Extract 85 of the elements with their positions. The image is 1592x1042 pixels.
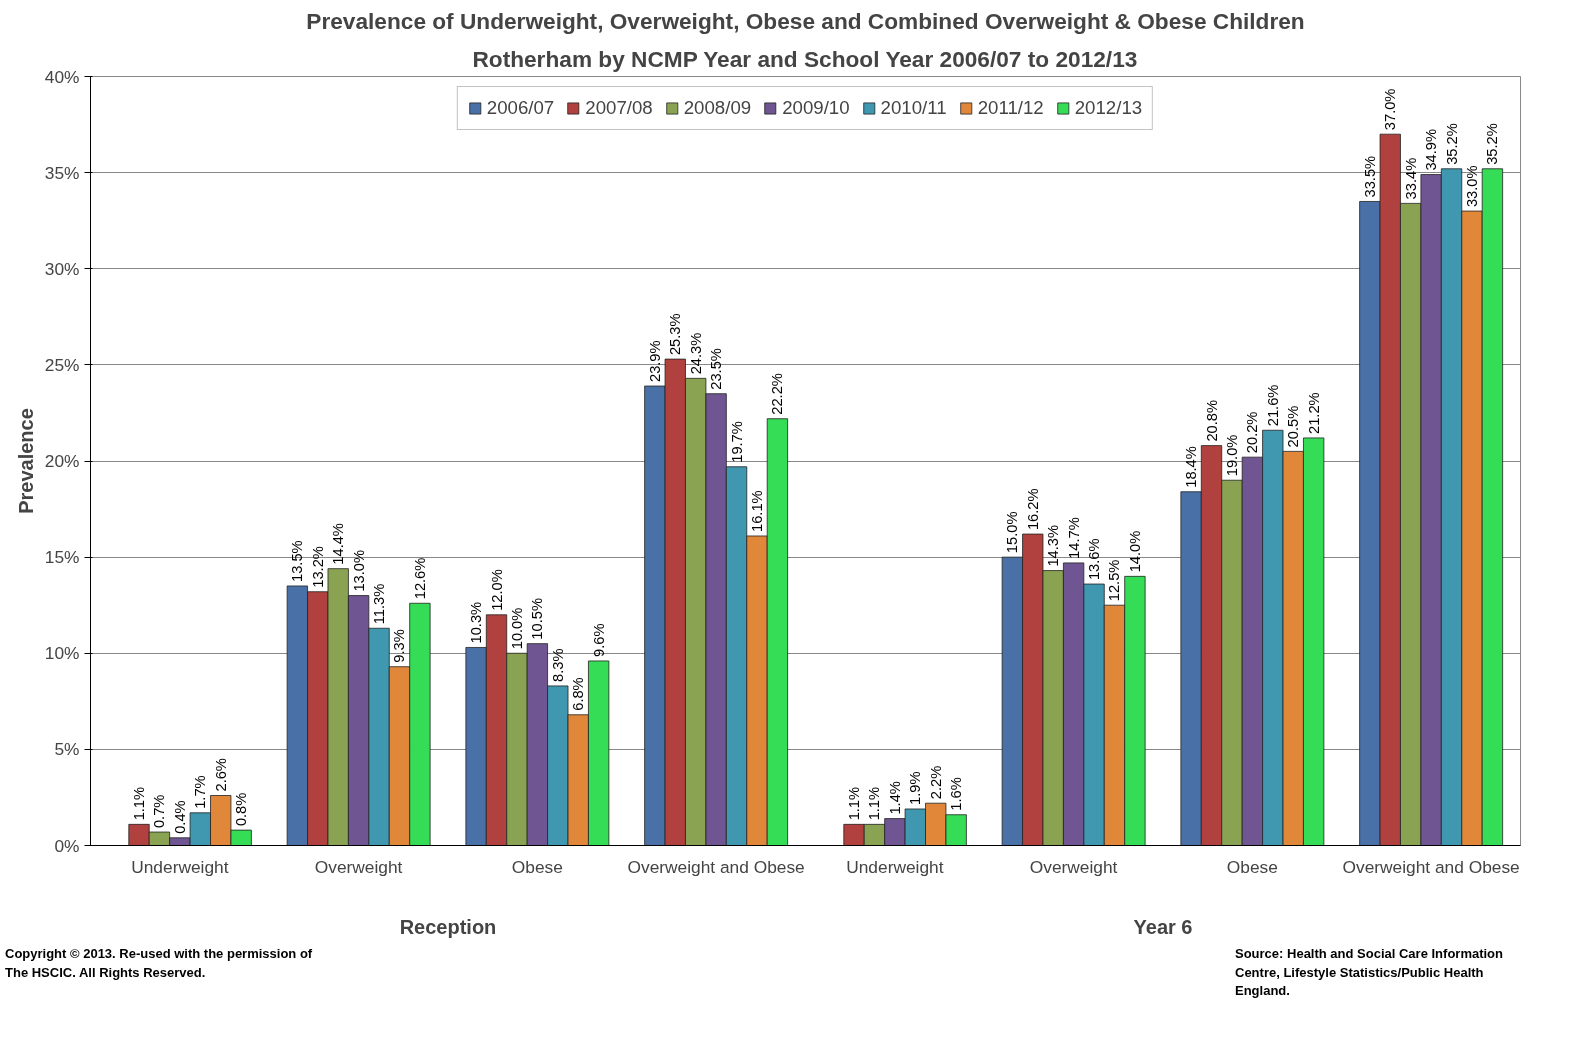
- data-label: 12.5%: [1106, 559, 1123, 602]
- data-label: 10.5%: [529, 598, 546, 640]
- data-label: 19.7%: [728, 421, 745, 463]
- data-label: 23.9%: [646, 340, 663, 383]
- data-label: 15.0%: [1004, 511, 1021, 554]
- legend-label: 2008/09: [683, 97, 752, 119]
- data-label: 0.8%: [233, 792, 250, 827]
- y-tick-label: 30%: [44, 258, 80, 279]
- data-label: 16.1%: [748, 490, 765, 532]
- data-label: 6.8%: [570, 677, 587, 711]
- data-label: 14.7%: [1065, 517, 1082, 559]
- y-tick-label: 25%: [44, 354, 80, 375]
- y-tick-label: 15%: [44, 547, 80, 568]
- data-label: 2.2%: [927, 765, 944, 800]
- data-label: 33.5%: [1361, 155, 1378, 198]
- y-tick-label: 10%: [44, 643, 80, 664]
- data-label: 35.2%: [1484, 123, 1501, 165]
- data-label: 11.3%: [371, 583, 388, 625]
- data-label: 13.6%: [1086, 538, 1103, 581]
- data-label: 14.4%: [330, 523, 347, 565]
- x-tick-label: Underweight: [131, 856, 229, 877]
- data-label: 13.0%: [350, 550, 367, 592]
- data-label: 1.6%: [948, 777, 965, 811]
- text: Copyright © 2013. Re-used with the permission of The HSCIC. All Rights Reserved.: [5, 945, 314, 982]
- data-label: 10.3%: [468, 601, 485, 644]
- chart-title: Prevalence of Underweight, Overweight, Obese and Combined Overweight & Obese Children: [306, 7, 1305, 34]
- data-label: 1.4%: [886, 781, 903, 815]
- data-label: 21.6%: [1264, 384, 1281, 427]
- data-label: 14.3%: [1045, 525, 1062, 567]
- x-tick-label: Overweight: [314, 856, 403, 877]
- data-label: 0.7%: [151, 794, 168, 829]
- x-tick-label: Overweight: [1029, 856, 1118, 877]
- data-label: 34.9%: [1423, 128, 1440, 171]
- x-tick-label: Overweight and Obese: [627, 856, 805, 877]
- legend-label: 2012/13: [1074, 97, 1143, 119]
- x-tick-label: Obese: [511, 856, 563, 877]
- data-label: 33.4%: [1402, 157, 1419, 200]
- data-label: 1.1%: [866, 786, 883, 821]
- data-label: 13.5%: [289, 540, 306, 582]
- source-note: Source: Health and Social Care Information Centre, Lifestyle Statistics/Public Health England.: [1235, 945, 1504, 1001]
- data-label: 22.2%: [769, 373, 786, 415]
- data-label: 8.3%: [549, 648, 566, 682]
- legend-label: 2010/11: [880, 97, 947, 119]
- text: Year 6: [1133, 915, 1193, 938]
- data-label: 33.0%: [1463, 165, 1480, 208]
- data-label: 19.0%: [1223, 434, 1240, 477]
- data-label: 24.3%: [687, 332, 704, 375]
- legend-label: 2009/10: [782, 97, 850, 119]
- y-tick-label: 20%: [44, 451, 80, 471]
- data-label: 0.4%: [171, 800, 188, 834]
- legend-label: 2011/12: [977, 97, 1044, 119]
- data-label: 12.0%: [488, 569, 505, 611]
- data-label: 1.1%: [846, 786, 863, 821]
- data-label: 9.6%: [590, 623, 607, 657]
- data-label: 13.2%: [309, 546, 326, 588]
- data-label: 2.6%: [212, 758, 229, 792]
- legend-label: 2006/07: [486, 97, 555, 119]
- data-label: 9.3%: [391, 629, 408, 663]
- data-label: 16.2%: [1024, 488, 1041, 531]
- data-label: 20.2%: [1244, 411, 1261, 454]
- data-label: 20.8%: [1203, 400, 1220, 442]
- data-label: 25.3%: [667, 313, 684, 356]
- y-tick-label: 5%: [54, 739, 80, 760]
- y-tick-label: 35%: [44, 162, 80, 183]
- data-label: 1.7%: [192, 775, 209, 809]
- y-tick-label: 0%: [54, 835, 80, 856]
- data-label: 20.5%: [1285, 405, 1302, 448]
- data-label: 1.1%: [131, 786, 148, 821]
- legend-label: 2007/08: [585, 97, 653, 119]
- data-label: 12.6%: [411, 557, 428, 600]
- data-label: 1.9%: [907, 771, 924, 805]
- data-label: 10.0%: [508, 607, 525, 650]
- y-tick-label: 40%: [44, 66, 80, 87]
- data-label: 35.2%: [1443, 123, 1460, 165]
- chart-subtitle: Rotherham by NCMP Year and School Year 2006/07 to 2012/13: [472, 45, 1138, 72]
- data-label: 18.4%: [1183, 446, 1200, 488]
- data-label: 14.0%: [1126, 530, 1143, 573]
- x-tick-label: Underweight: [846, 856, 944, 877]
- x-tick-label: Obese: [1226, 856, 1278, 877]
- data-label: 37.0%: [1382, 88, 1399, 131]
- x-tick-label: Overweight and Obese: [1342, 856, 1520, 877]
- y-axis-title: Prevalence: [14, 408, 37, 514]
- text: Reception: [399, 915, 497, 938]
- data-label: 23.5%: [708, 348, 725, 390]
- data-label: 21.2%: [1305, 392, 1322, 434]
